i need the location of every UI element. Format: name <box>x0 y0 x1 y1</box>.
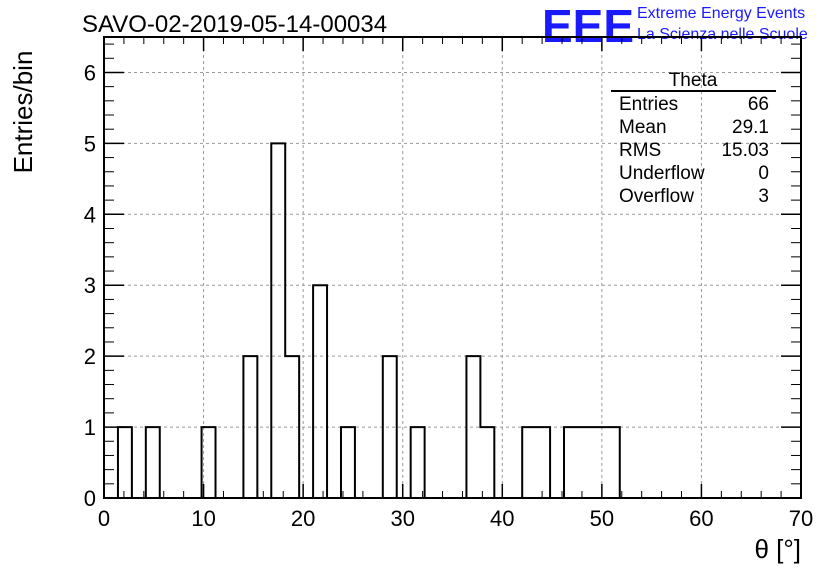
histogram-bin <box>522 427 536 498</box>
y-axis-label: Entries/bin <box>8 51 38 174</box>
stats-row-label: Underflow <box>619 163 705 184</box>
eee-logo: EEE Extreme Energy Events La Scienza nel… <box>542 0 808 52</box>
plot-frame <box>103 36 802 499</box>
y-tick-label: 6 <box>84 60 96 85</box>
stats-row-label: Overflow <box>619 186 694 207</box>
x-tick-label: 50 <box>590 506 614 531</box>
histogram-bin <box>146 427 160 498</box>
stats-row-label: Mean <box>619 117 667 138</box>
x-axis-label: θ [°] <box>754 534 801 564</box>
x-tick-label: 20 <box>291 506 315 531</box>
histogram-bin <box>564 427 578 498</box>
histogram-bin <box>411 427 425 498</box>
axis-ticks <box>103 37 802 499</box>
logo-line1: Extreme Energy Events <box>637 5 805 22</box>
histogram-bin <box>592 427 606 498</box>
y-tick-label: 1 <box>84 415 96 440</box>
logo-line2: La Scienza nelle Scuole <box>637 26 808 43</box>
stats-row-value: 66 <box>748 94 769 115</box>
y-tick-label: 2 <box>84 344 96 369</box>
y-tick-label: 4 <box>84 202 96 227</box>
stats-row-value: 15.03 <box>721 140 769 161</box>
x-tick-label: 0 <box>98 506 110 531</box>
histogram-bin <box>480 427 494 498</box>
stats-row-value: 3 <box>758 186 769 207</box>
logo-mark: EEE <box>542 0 634 52</box>
x-tick-label: 10 <box>191 506 215 531</box>
stats-row-value: 29.1 <box>732 117 769 138</box>
histogram-bin <box>606 427 620 498</box>
histogram-bin <box>271 143 285 498</box>
histogram-bin <box>578 427 592 498</box>
x-tick-label: 70 <box>789 506 813 531</box>
histogram-bin <box>341 427 355 498</box>
chart-title: SAVO-02-2019-05-14-00034 <box>82 11 387 38</box>
x-tick-label: 60 <box>689 506 713 531</box>
stats-row-value: 0 <box>758 163 769 184</box>
stats-row-label: RMS <box>619 140 661 161</box>
histogram-bin <box>536 427 550 498</box>
stats-rows: Entries 66 Mean 29.1 RMS 15.03 Underflow 0 Overf… <box>619 94 769 207</box>
histogram-bin <box>118 427 132 498</box>
y-tick-label: 3 <box>84 273 96 298</box>
y-tick-label: 5 <box>84 131 96 156</box>
grid <box>104 37 801 498</box>
stats-row-label: Entries <box>619 94 678 115</box>
histogram-bin <box>313 285 327 498</box>
x-tick-label: 30 <box>390 506 414 531</box>
histogram-bins <box>118 143 620 498</box>
stats-box: Theta Entries 66 Mean 29.1 RMS 15.03 Underflow… <box>611 70 776 207</box>
y-tick-label: 0 <box>84 486 96 511</box>
histogram-outline <box>104 142 801 499</box>
x-tick-label: 40 <box>490 506 514 531</box>
stats-title: Theta <box>669 70 718 91</box>
